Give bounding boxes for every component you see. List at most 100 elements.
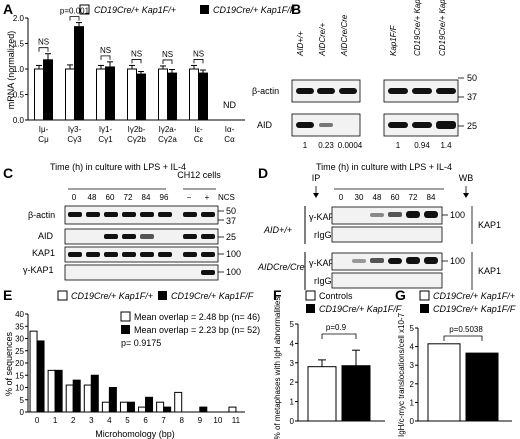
panel-a-bar-filled	[136, 73, 146, 121]
band	[104, 212, 118, 217]
panel-d-group-2: AIDCre/Cre	[257, 262, 305, 272]
band	[296, 88, 314, 94]
panel-a-sig-label: p=0.001	[60, 7, 90, 16]
panel-f-ytick-label: 1	[290, 398, 295, 407]
panel-e-legend-open-label: CD19Cre/+ Kap1F/+	[71, 291, 153, 301]
panel-e-xtick-label: 2	[71, 416, 76, 425]
panel-e-bar-filled	[126, 401, 135, 413]
band	[86, 212, 100, 217]
panel-b-ratio: 1	[303, 141, 308, 150]
panel-g-legend-2: CD19Cre/+ Kap1F/F	[433, 304, 516, 314]
panel-e-xtick-label: 7	[161, 416, 166, 425]
band	[201, 234, 215, 239]
panel-c-ch12-lane: −	[187, 193, 192, 202]
band	[296, 122, 314, 128]
band	[412, 122, 432, 128]
band	[370, 213, 384, 217]
panel-a-sig-bracket	[131, 59, 142, 64]
panel-e-bar-filled	[199, 406, 208, 413]
panel-a-sig-label: NS	[100, 46, 111, 55]
band	[370, 258, 384, 263]
panel-f-ytick-label: 5	[290, 320, 295, 329]
panel-g-chart: 0 1 2 3 4 5	[410, 324, 512, 426]
panel-g-ytick-label: 5	[410, 324, 415, 333]
band	[388, 122, 408, 128]
panel-e-xtick-label: 11	[232, 416, 241, 425]
panel-e-bar-open	[29, 330, 38, 413]
panel-a-xtick-label: Cε	[194, 135, 204, 144]
panel-b-lane-6: CD19Cre/+ Kap1F/F	[438, 0, 447, 56]
panel-f-ylabel: % of metaphases with IgH abnormalities	[273, 297, 282, 439]
band	[201, 252, 215, 257]
panel-e-xtick-label: 3	[89, 416, 94, 425]
panel-e-bar-open	[47, 369, 56, 413]
panel-g-ytick-label: 1	[410, 398, 415, 407]
panel-c: C Time (h) in culture with LPS + IL-4 CH…	[3, 162, 241, 281]
panel-e-ytick-label: 40	[15, 310, 24, 319]
panel-a-ytick-label: 2.0	[13, 14, 25, 23]
panel-e-stat-1: Mean overlap = 2.48 bp (n= 46)	[134, 312, 260, 322]
band	[317, 88, 335, 94]
panel-d-blot	[331, 272, 443, 289]
band	[122, 212, 136, 217]
panel-f-bar-open	[307, 366, 337, 422]
panel-g-ytick-label: 3	[410, 361, 415, 370]
panel-g: G CD19Cre/+ Kap1F/+ CD19Cre/+ Kap1F/F Ig…	[395, 287, 516, 437]
panel-e-xtick-label: 5	[125, 416, 130, 425]
panel-c-ch12: CH12 cells	[177, 170, 221, 180]
panel-a-ytick-label: 1.5	[13, 40, 25, 49]
panel-a-bar-filled	[74, 26, 84, 121]
panel-a-bar-filled	[43, 59, 53, 121]
panel-b-ratio: 1	[396, 141, 401, 150]
band	[319, 123, 333, 127]
panel-e-stat-swatch-open	[120, 311, 131, 322]
panel-d-time: 48	[373, 193, 382, 202]
panel-c-blot-gkap1	[64, 264, 219, 281]
panel-g-sig-bracket	[443, 335, 483, 341]
band	[104, 234, 118, 239]
panel-c-time: 0	[72, 193, 77, 202]
panel-a-xtick-label: Cα	[224, 135, 235, 144]
panel-a-sig-label: NS	[131, 49, 142, 58]
panel-a-legend-filled-label: CD19Cre/+ Kap1F/F	[213, 5, 296, 15]
band	[388, 212, 402, 217]
panel-c-time: 72	[124, 193, 133, 202]
panel-a-letter: A	[3, 1, 13, 17]
panel-e-bar-filled	[54, 369, 63, 413]
panel-d-time: 60	[391, 193, 400, 202]
panel-e-legend-filled-swatch	[158, 291, 167, 300]
panel-g-bar-open	[427, 343, 461, 422]
panel-a-ylabel: mRNA (normalized)	[6, 31, 16, 110]
panel-e-ytick-label: 35	[15, 322, 24, 331]
panel-a-xtick-label: Cγ2b	[127, 135, 146, 144]
panel-d-wb-label: KAP1	[478, 220, 501, 230]
panel-b-lane-5: CD19Cre/+ Kap1F/+	[413, 0, 422, 56]
panel-d-row-rigg: rIgG	[314, 276, 332, 286]
band	[388, 88, 408, 94]
panel-d: D IP Time (h) in culture with LPS + IL-4…	[257, 162, 501, 290]
panel-g-legend-filled-swatch	[420, 304, 429, 313]
panel-e-bar-open	[174, 391, 183, 413]
panel-a-bar-open	[158, 68, 168, 121]
band	[183, 212, 197, 217]
panel-c-ncs: NCS	[218, 193, 235, 202]
panel-e-ytick-label: 25	[15, 347, 24, 356]
panel-b-ratio: 1.4	[440, 141, 452, 150]
band	[436, 121, 456, 129]
panel-e-xtick-label: 0	[35, 416, 40, 425]
panel-a-bar-open	[34, 68, 44, 121]
band	[436, 88, 456, 94]
panel-a-sig-label: NS	[38, 38, 49, 47]
panel-b-lane-3: AIDCre/Cre	[340, 14, 349, 57]
panel-f-bar-filled	[341, 365, 371, 422]
panel-c-row-aid: AID	[38, 231, 54, 241]
panel-a-xtick-label: Iγ2a-	[159, 125, 177, 134]
panel-a: A CD19Cre/+ Kap1F/+ CD19Cre/+ Kap1F/F mR…	[3, 1, 296, 144]
panel-d-blot	[331, 226, 443, 243]
panel-g-pval: p=0.5038	[449, 325, 483, 334]
panel-a-xtick-label: Cγ2a	[158, 135, 177, 144]
panel-e-legend-filled-label: CD19Cre/+ Kap1F/F	[171, 291, 254, 301]
panel-f: F Controls CD19Cre/+ Kap1F/F % of metaph…	[273, 287, 402, 439]
band	[104, 252, 118, 257]
panel-e-stat-2: Mean overlap = 2.23 bp (n= 52)	[134, 325, 260, 335]
